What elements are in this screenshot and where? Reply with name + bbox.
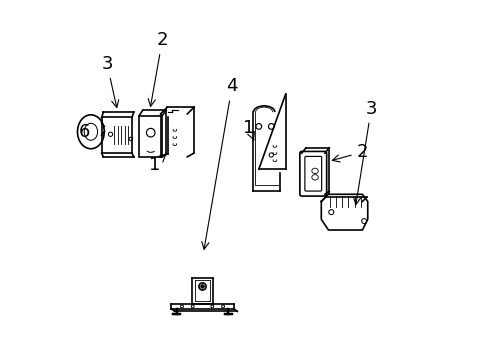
Text: 3: 3 bbox=[353, 100, 376, 204]
Text: 1: 1 bbox=[243, 119, 254, 140]
Text: 1: 1 bbox=[148, 154, 165, 174]
Text: 2: 2 bbox=[332, 143, 367, 162]
Text: 2: 2 bbox=[148, 31, 168, 107]
Text: 6: 6 bbox=[79, 123, 90, 141]
Circle shape bbox=[199, 283, 205, 290]
Circle shape bbox=[201, 285, 204, 288]
Text: 3: 3 bbox=[101, 55, 119, 108]
Text: 4: 4 bbox=[202, 77, 237, 249]
